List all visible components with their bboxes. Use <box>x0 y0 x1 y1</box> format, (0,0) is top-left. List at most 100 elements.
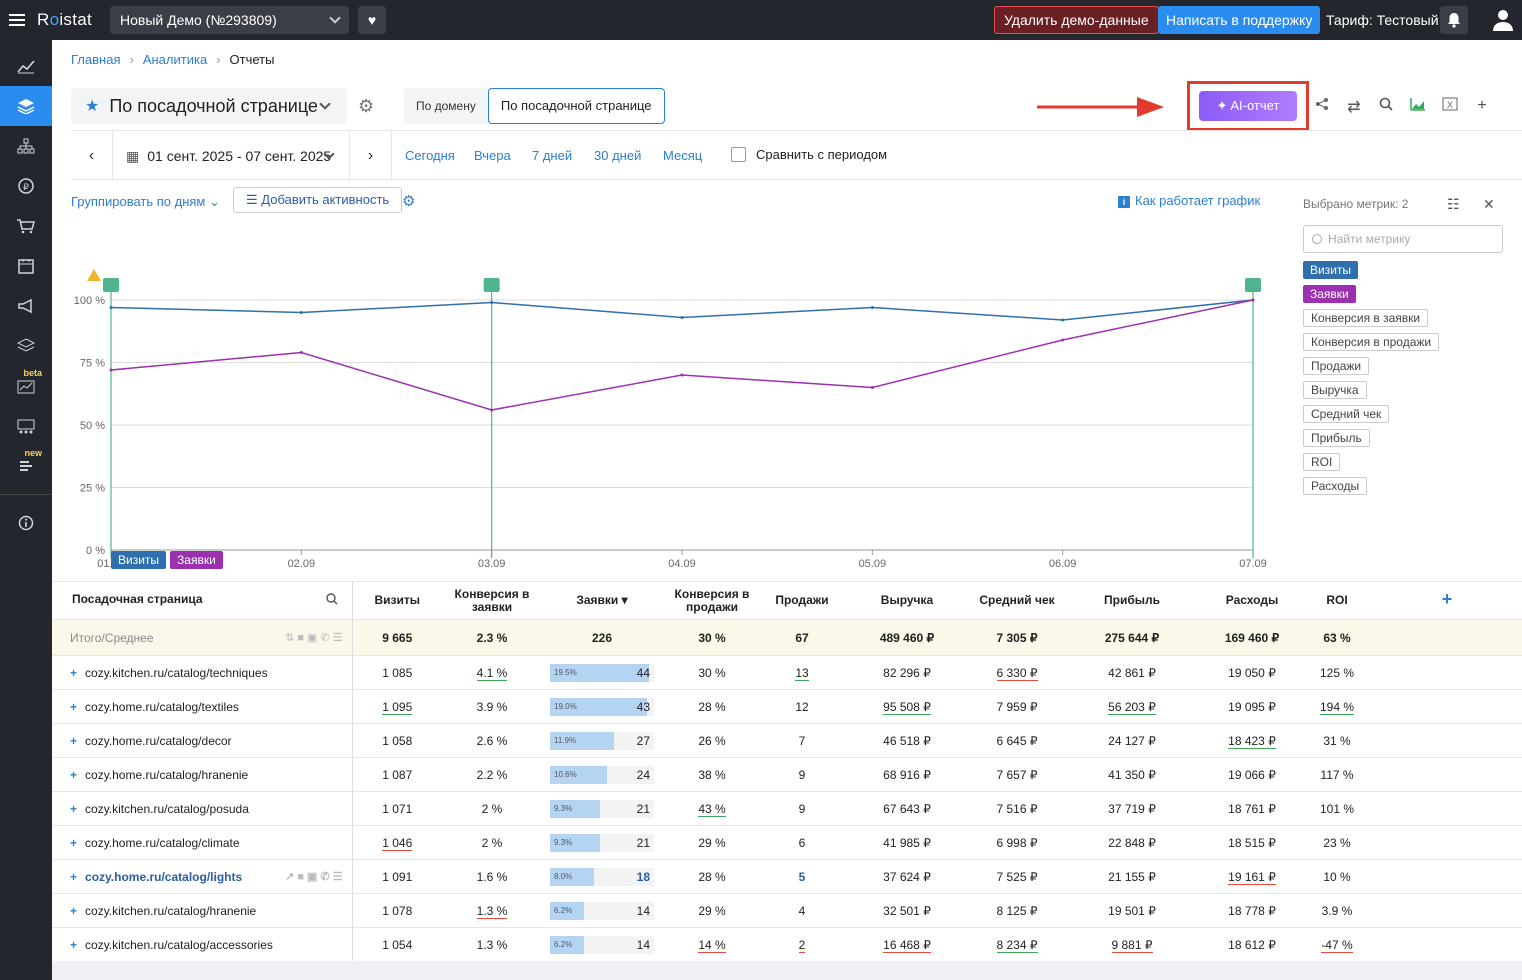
conv-value[interactable]: 1.3 % <box>476 937 508 952</box>
sales-value[interactable]: 9 <box>798 801 806 816</box>
profit-value[interactable]: 21 155 ₽ <box>1108 869 1156 884</box>
conv_sales-value[interactable]: 30 % <box>698 665 726 680</box>
conv-value[interactable]: 2.6 % <box>476 733 508 748</box>
star-icon[interactable]: ★ <box>85 98 100 115</box>
sidebar-item-info[interactable] <box>0 503 52 543</box>
metric-chip[interactable]: Конверсия в заявки <box>1303 309 1429 327</box>
table-row[interactable]: + cozy.home.ru/catalog/decor 1 058 2.6 % 11.… <box>52 723 1522 758</box>
sidebar-item-dashboard[interactable] <box>0 46 52 86</box>
avg-value[interactable]: 7 959 ₽ <box>996 699 1038 714</box>
add-activity-button[interactable]: ☰ Добавить активность <box>233 187 403 213</box>
expand-icon[interactable]: + <box>70 699 78 714</box>
add-icon[interactable]: + <box>1477 97 1487 114</box>
costs-value[interactable]: 18 423 ₽ <box>1228 733 1276 749</box>
costs-value[interactable]: 19 095 ₽ <box>1228 699 1276 714</box>
column-header[interactable]: ROI <box>1302 581 1372 620</box>
revenue-value[interactable]: 37 624 ₽ <box>883 869 931 884</box>
table-row[interactable]: + cozy.kitchen.ru/catalog/techniques 1 085… <box>52 655 1522 690</box>
avg-value[interactable]: 6 998 ₽ <box>996 835 1038 850</box>
conv-value[interactable]: 1.3 % <box>476 903 508 919</box>
sales-value[interactable]: 13 <box>795 665 809 681</box>
period-today[interactable]: Сегодня <box>405 148 455 163</box>
metric-chip[interactable]: Заявки <box>1303 285 1356 303</box>
roi-value[interactable]: 3.9 % <box>1321 903 1353 918</box>
tariff-label[interactable]: Тариф: Тестовый <box>1326 12 1439 28</box>
leads-value[interactable]: 14 <box>636 937 650 952</box>
sidebar-item-ads[interactable] <box>0 286 52 326</box>
costs-value[interactable]: 18 778 ₽ <box>1228 903 1276 918</box>
table-row[interactable]: + cozy.kitchen.ru/catalog/accessories 1 05… <box>52 927 1522 962</box>
landing-page-url[interactable]: cozy.home.ru/catalog/textiles <box>85 699 239 714</box>
refresh-icon[interactable]: ⇄ <box>1347 99 1361 116</box>
profit-value[interactable]: 56 203 ₽ <box>1108 699 1156 715</box>
profit-value[interactable]: 22 848 ₽ <box>1108 835 1156 850</box>
column-header[interactable]: Прибыль <box>1062 581 1202 620</box>
avg-value[interactable]: 7 525 ₽ <box>996 869 1038 884</box>
delete-demo-button[interactable]: Удалить демо-данные <box>994 6 1159 34</box>
expand-icon[interactable]: + <box>70 835 78 850</box>
profit-value[interactable]: 19 501 ₽ <box>1108 903 1156 918</box>
landing-page-cell[interactable]: + cozy.home.ru/catalog/decor <box>52 723 353 758</box>
landing-page-url[interactable]: cozy.home.ru/catalog/hranenie <box>85 767 249 782</box>
sidebar-item-cart[interactable] <box>0 206 52 246</box>
costs-value[interactable]: 19 050 ₽ <box>1228 665 1276 680</box>
landing-page-url[interactable]: cozy.home.ru/catalog/lights <box>85 869 243 884</box>
health-button[interactable]: ♥ <box>358 6 386 34</box>
conv-value[interactable]: 3.9 % <box>476 699 508 714</box>
landing-page-cell[interactable]: + cozy.kitchen.ru/catalog/techniques <box>52 655 353 690</box>
landing-page-cell[interactable]: + cozy.home.ru/catalog/lights ↗■▣✆☰ <box>52 859 353 894</box>
table-row[interactable]: + cozy.kitchen.ru/catalog/posuda 1 071 2 % 9… <box>52 791 1522 826</box>
visits-value[interactable]: 1 091 <box>382 869 413 884</box>
segment-by-landing-page[interactable]: По посадочной странице <box>487 88 665 124</box>
share-icon[interactable] <box>1312 97 1332 117</box>
sales-value[interactable]: 4 <box>798 903 806 918</box>
sales-value[interactable]: 2 <box>798 937 806 953</box>
gear-icon[interactable]: ⚙ <box>358 96 375 116</box>
table-row[interactable]: + cozy.home.ru/catalog/textiles 1 095 3.9 %… <box>52 689 1522 724</box>
sidebar-item-structure[interactable] <box>0 126 52 166</box>
support-button[interactable]: Написать в поддержку <box>1158 6 1321 34</box>
revenue-value[interactable]: 67 643 ₽ <box>883 801 931 816</box>
sidebar-item-reports[interactable] <box>0 86 52 126</box>
landing-page-url[interactable]: cozy.kitchen.ru/catalog/posuda <box>85 801 249 816</box>
report-select[interactable]: ★ По посадочной странице <box>71 88 347 124</box>
conv_sales-value[interactable]: 14 % <box>698 937 726 953</box>
ai-report-button[interactable]: ✦ AI-отчет <box>1199 91 1297 121</box>
breadcrumb-home[interactable]: Главная <box>71 52 121 67</box>
column-header[interactable]: Выручка <box>842 581 972 620</box>
period-month[interactable]: Месяц <box>663 148 703 163</box>
notifications-button[interactable] <box>1440 6 1468 34</box>
landing-page-cell[interactable]: + cozy.kitchen.ru/catalog/accessories <box>52 927 353 962</box>
conv_sales-value[interactable]: 28 % <box>698 699 726 714</box>
leads-value[interactable]: 24 <box>636 767 650 782</box>
breadcrumb-analytics[interactable]: Аналитика <box>142 52 208 67</box>
column-header[interactable]: Средний чек <box>972 581 1062 620</box>
landing-page-cell[interactable]: + cozy.home.ru/catalog/climate <box>52 825 353 860</box>
visits-value[interactable]: 1 085 <box>382 665 413 680</box>
leads-value[interactable]: 27 <box>636 733 650 748</box>
sales-value[interactable]: 5 <box>798 869 806 884</box>
landing-page-cell[interactable]: + cozy.kitchen.ru/catalog/hranenie <box>52 893 353 928</box>
roi-value[interactable]: 125 % <box>1319 665 1355 680</box>
leads-value[interactable]: 21 <box>636 801 650 816</box>
conv-value[interactable]: 2.2 % <box>476 767 508 782</box>
expand-icon[interactable]: + <box>70 665 78 680</box>
visits-value[interactable]: 1 095 <box>382 699 413 715</box>
column-header[interactable]: Заявки ▾ <box>542 581 662 620</box>
roi-value[interactable]: 117 % <box>1320 767 1354 782</box>
group-by-dropdown[interactable]: Группировать по дням ⌄ <box>71 194 220 209</box>
conv_sales-value[interactable]: 43 % <box>698 801 726 817</box>
profit-value[interactable]: 37 719 ₽ <box>1108 801 1156 816</box>
landing-page-cell[interactable]: + cozy.home.ru/catalog/hranenie <box>52 757 353 792</box>
legend-chip[interactable]: Заявки <box>170 551 223 569</box>
project-select[interactable]: Новый Демо (№293809) <box>110 6 349 34</box>
roi-value[interactable]: 23 % <box>1323 835 1351 850</box>
revenue-value[interactable]: 32 501 ₽ <box>883 903 931 918</box>
revenue-value[interactable]: 68 916 ₽ <box>883 767 931 782</box>
search-icon[interactable] <box>325 593 338 608</box>
roi-value[interactable]: -47 % <box>1321 937 1353 953</box>
profit-value[interactable]: 41 350 ₽ <box>1108 767 1156 782</box>
metric-chip[interactable]: Расходы <box>1303 477 1368 495</box>
avg-value[interactable]: 8 125 ₽ <box>996 903 1038 918</box>
conv_sales-value[interactable]: 29 % <box>698 835 726 850</box>
